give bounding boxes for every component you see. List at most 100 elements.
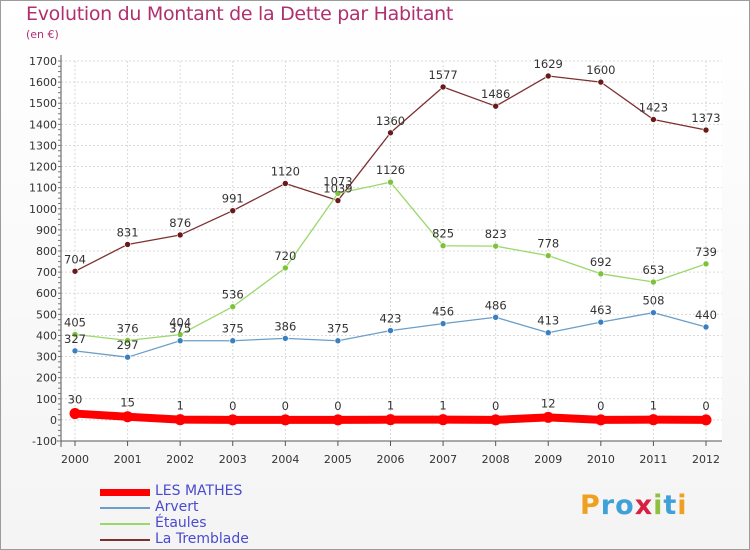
data-point bbox=[387, 129, 394, 137]
data-point bbox=[544, 252, 552, 259]
data-point bbox=[597, 318, 605, 326]
data-point bbox=[702, 260, 710, 268]
data-point bbox=[176, 231, 184, 239]
legend-label-etaules: Étaules bbox=[155, 515, 207, 531]
data-label: 876 bbox=[169, 216, 191, 230]
data-point bbox=[229, 207, 237, 214]
data-label: 1039 bbox=[323, 182, 352, 196]
data-point bbox=[702, 323, 710, 331]
data-point bbox=[490, 414, 502, 426]
data-point bbox=[227, 414, 239, 426]
y-tick-label: 1600 bbox=[29, 76, 57, 89]
data-label: 327 bbox=[64, 332, 86, 346]
data-point bbox=[702, 126, 710, 134]
unit-label: (en €) bbox=[26, 28, 59, 41]
data-point bbox=[71, 331, 79, 338]
legend-swatch-etaules bbox=[100, 523, 150, 525]
data-label: 375 bbox=[169, 322, 191, 336]
data-label: 1 bbox=[177, 399, 184, 413]
data-label: 1126 bbox=[376, 163, 405, 177]
data-label: 297 bbox=[117, 338, 139, 352]
data-label: 0 bbox=[702, 399, 709, 413]
y-tick-label: 900 bbox=[36, 224, 57, 237]
data-label: 823 bbox=[485, 227, 507, 241]
data-label: 1 bbox=[387, 399, 394, 413]
data-label: 692 bbox=[590, 255, 612, 269]
data-point bbox=[334, 337, 342, 345]
data-point bbox=[597, 78, 605, 86]
data-label: 0 bbox=[492, 399, 499, 413]
y-tick-label: 300 bbox=[36, 351, 57, 364]
data-point bbox=[492, 313, 499, 321]
data-point bbox=[544, 72, 552, 80]
data-point bbox=[229, 303, 237, 311]
data-label: 831 bbox=[117, 225, 139, 239]
y-tick-label: 0 bbox=[50, 414, 57, 427]
data-point bbox=[542, 411, 554, 423]
x-tick-label: 2012 bbox=[692, 453, 720, 466]
data-point bbox=[124, 337, 131, 344]
y-tick-label: 1700 bbox=[29, 55, 57, 68]
data-label: 440 bbox=[695, 308, 717, 322]
data-point bbox=[176, 337, 184, 345]
data-label: 463 bbox=[590, 303, 612, 317]
data-label: 486 bbox=[485, 298, 507, 312]
data-label: 386 bbox=[274, 319, 296, 333]
data-label: 30 bbox=[68, 393, 83, 407]
legend-swatch-les-mathes bbox=[100, 489, 150, 496]
data-label: 1 bbox=[439, 399, 446, 413]
data-point bbox=[71, 347, 79, 355]
data-label: 0 bbox=[229, 399, 236, 413]
plot-area bbox=[61, 61, 722, 441]
data-point bbox=[595, 414, 607, 426]
data-label: 1360 bbox=[376, 114, 405, 128]
data-label: 12 bbox=[541, 396, 556, 410]
y-tick-label: 800 bbox=[36, 245, 57, 258]
data-label: 653 bbox=[642, 263, 664, 277]
y-tick-label: 1300 bbox=[29, 139, 57, 152]
data-label: 1600 bbox=[586, 63, 615, 77]
data-label: 1120 bbox=[271, 164, 300, 178]
data-label: 423 bbox=[380, 312, 402, 326]
data-point bbox=[71, 267, 79, 275]
data-label: 404 bbox=[169, 316, 191, 330]
x-tick-label: 2005 bbox=[324, 453, 352, 466]
data-label: 720 bbox=[274, 249, 296, 263]
data-point bbox=[282, 335, 289, 342]
x-tick-label: 2003 bbox=[219, 453, 247, 466]
data-point bbox=[174, 414, 186, 426]
data-point bbox=[650, 278, 657, 286]
y-tick-label: 600 bbox=[36, 287, 57, 300]
data-label: 1486 bbox=[481, 87, 510, 101]
data-point bbox=[282, 180, 289, 187]
y-tick-label: 100 bbox=[36, 393, 57, 406]
data-label: 375 bbox=[327, 322, 349, 336]
data-point bbox=[439, 83, 447, 91]
data-point bbox=[124, 241, 131, 248]
data-point bbox=[334, 190, 342, 197]
chart-title: Evolution du Montant de la Dette par Hab… bbox=[26, 3, 454, 25]
data-point bbox=[544, 329, 552, 337]
y-tick-label: 1400 bbox=[29, 118, 57, 131]
y-tick-label: -100 bbox=[32, 435, 57, 448]
data-point bbox=[332, 414, 344, 426]
x-tick-label: 2010 bbox=[587, 453, 615, 466]
data-point bbox=[387, 327, 394, 334]
y-tick-label: 200 bbox=[36, 372, 57, 385]
data-point bbox=[387, 178, 394, 186]
data-point bbox=[439, 242, 447, 250]
data-point bbox=[647, 414, 659, 426]
data-point bbox=[650, 309, 657, 316]
legend-label-les-mathes: LES MATHES bbox=[155, 483, 243, 499]
data-point bbox=[597, 270, 605, 278]
data-label: 1073 bbox=[323, 174, 352, 188]
data-label: 405 bbox=[64, 315, 86, 329]
x-tick-label: 2007 bbox=[429, 453, 457, 466]
proxiti-logo: Proxiti bbox=[580, 490, 688, 521]
x-tick-label: 2008 bbox=[482, 453, 510, 466]
data-point bbox=[439, 320, 447, 327]
legend-swatch-la-tremblade bbox=[100, 539, 150, 541]
data-point bbox=[229, 337, 237, 345]
data-point bbox=[650, 116, 657, 123]
